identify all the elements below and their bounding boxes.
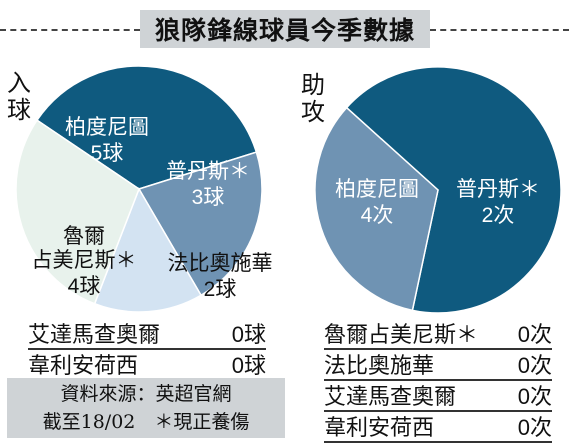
asof-line: 截至18/02 ＊現正養傷 [42, 411, 250, 433]
goals-label: 入球 [7, 70, 31, 124]
page-title: 狼隊鋒線球員今季數據 [154, 17, 415, 45]
player-name: 魯爾占美尼斯＊ [324, 322, 479, 347]
player-assists: 0次 [517, 353, 552, 378]
slice-label: 柏度尼圖 [335, 178, 419, 201]
pie-slice [15, 119, 140, 305]
player-name: 法比奧施華 [324, 353, 435, 378]
source-note: 資料來源：英超官網 截至18/02 ＊現正養傷 [7, 378, 285, 438]
player-name: 艾達馬查奧爾 [324, 384, 457, 409]
pie-slice [314, 106, 439, 312]
player-goals: 0球 [231, 353, 266, 378]
player-goals: 0球 [231, 322, 266, 347]
slice-label: 柏度尼圖 [65, 116, 149, 139]
slice-value: 4球 [68, 275, 101, 298]
slice-value: 2次 [482, 204, 515, 227]
source-line: 資料來源：英超官網 [60, 383, 232, 405]
pie-slice [35, 65, 258, 190]
goals-table-row: 韋利安荷西 0球 [28, 349, 266, 381]
player-name: 韋利安荷西 [28, 353, 139, 378]
slice-label: 占美尼斯＊ [32, 249, 137, 272]
goals-table-row: 艾達馬查奧爾 0球 [28, 318, 266, 350]
slice-label: 普丹斯＊ [166, 160, 250, 183]
player-name: 艾達馬查奧爾 [28, 322, 161, 347]
player-name: 韋利安荷西 [324, 415, 435, 440]
slice-label: 魯爾 [63, 225, 105, 248]
assists-table-row: 艾達馬查奧爾 0次 [324, 380, 552, 412]
pie-slice [345, 66, 562, 314]
title-divider-left [0, 29, 140, 31]
player-assists: 0次 [517, 384, 552, 409]
pie-slice [137, 151, 263, 297]
slice-value: 5球 [91, 142, 124, 165]
assists-table-row: 法比奧施華 0次 [324, 349, 552, 381]
slice-value: 4次 [361, 204, 394, 227]
assists-table-row: 韋利安荷西 0次 [324, 411, 552, 443]
slice-value: 3球 [192, 186, 225, 209]
player-assists: 0次 [517, 415, 552, 440]
player-assists: 0次 [517, 322, 552, 347]
slice-value: 2球 [204, 278, 237, 301]
title-divider-right [430, 29, 569, 31]
pie-slice [93, 187, 203, 313]
assists-label: 助攻 [301, 72, 325, 126]
slice-label: 普丹斯＊ [456, 178, 540, 201]
slice-label: 法比奧施華 [168, 252, 273, 275]
assists-table-row: 魯爾占美尼斯＊ 0次 [324, 318, 552, 350]
title-banner: 狼隊鋒線球員今季數據 [140, 10, 430, 48]
